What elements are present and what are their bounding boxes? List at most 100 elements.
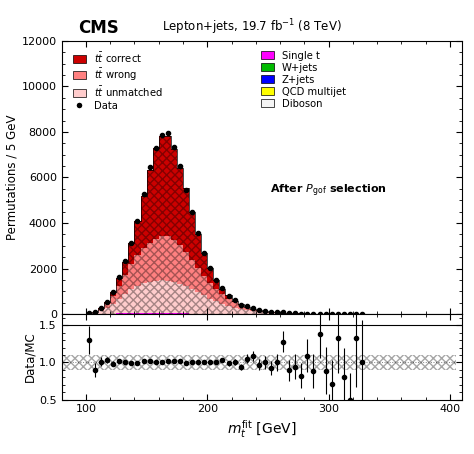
Bar [171, 148, 177, 240]
Bar [177, 355, 183, 370]
Bar [195, 355, 201, 370]
Bar [353, 355, 359, 370]
Bar [159, 136, 165, 314]
Bar [201, 296, 207, 314]
Bar [165, 355, 171, 370]
Bar [250, 311, 256, 314]
Bar [383, 355, 389, 370]
Bar [219, 355, 226, 370]
Bar [183, 188, 189, 252]
Bar [371, 355, 377, 370]
Bar [444, 355, 450, 370]
Bar [165, 281, 171, 313]
Bar [268, 312, 274, 313]
Bar [231, 301, 237, 314]
Bar [219, 289, 226, 294]
Bar [140, 313, 146, 314]
Bar [135, 255, 140, 286]
Bar [165, 313, 171, 314]
Bar [171, 148, 177, 314]
Bar [201, 253, 207, 276]
Bar [262, 311, 268, 312]
Bar [104, 302, 110, 314]
Bar [286, 355, 292, 370]
Bar [116, 278, 122, 314]
Bar [183, 188, 189, 314]
Bar [268, 313, 274, 314]
Bar [250, 309, 256, 311]
Bar [165, 136, 171, 236]
Bar [177, 168, 183, 314]
Bar [401, 355, 408, 370]
Bar [231, 301, 237, 302]
Bar [140, 283, 146, 313]
Bar [414, 355, 419, 370]
Bar [177, 245, 183, 284]
Bar [122, 262, 128, 275]
Bar [244, 311, 250, 314]
Bar [438, 355, 444, 370]
Bar [310, 355, 317, 370]
Bar [146, 281, 153, 313]
Bar [183, 355, 189, 370]
Bar [171, 240, 177, 282]
Bar [213, 355, 219, 370]
Bar [74, 355, 80, 370]
Bar [274, 312, 280, 314]
Bar [389, 355, 395, 370]
Bar [110, 296, 116, 304]
Bar [177, 284, 183, 313]
Bar [116, 355, 122, 370]
Bar [86, 355, 92, 370]
Bar [226, 306, 231, 314]
Bar [159, 355, 165, 370]
Bar [140, 248, 146, 283]
Bar [159, 281, 165, 313]
Bar [207, 299, 213, 314]
Bar [116, 278, 122, 286]
Bar [256, 310, 262, 314]
Bar [207, 283, 213, 299]
Y-axis label: Data/MC: Data/MC [23, 331, 36, 382]
Bar [250, 309, 256, 314]
Bar [213, 280, 219, 314]
Bar [213, 301, 219, 314]
Bar [140, 196, 146, 314]
Bar [183, 286, 189, 314]
Bar [237, 305, 244, 309]
Bar [408, 355, 414, 370]
Bar [256, 312, 262, 314]
Bar [341, 355, 347, 370]
Text: After $P_{\rm gof}$ selection: After $P_{\rm gof}$ selection [270, 183, 387, 199]
Bar [110, 292, 116, 296]
Bar [189, 355, 195, 370]
Bar [237, 304, 244, 314]
Bar [262, 312, 268, 314]
Bar [146, 170, 153, 243]
Bar [207, 268, 213, 314]
Bar [231, 302, 237, 308]
Bar [128, 355, 135, 370]
Bar [159, 236, 165, 281]
Bar [207, 268, 213, 283]
Bar [189, 260, 195, 289]
Bar [323, 355, 328, 370]
Bar [116, 286, 122, 299]
Bar [153, 313, 159, 314]
Bar [226, 299, 231, 306]
Bar [98, 309, 104, 311]
Bar [110, 355, 116, 370]
Bar [135, 221, 140, 314]
Bar [86, 313, 92, 314]
Bar [177, 168, 183, 245]
Bar [201, 355, 207, 370]
Bar [365, 355, 371, 370]
Bar [153, 148, 159, 314]
Bar [189, 289, 195, 314]
Bar [347, 355, 353, 370]
Bar [195, 234, 201, 268]
Bar [335, 355, 341, 370]
Bar [244, 355, 250, 370]
Bar [237, 304, 244, 305]
Bar [171, 313, 177, 314]
